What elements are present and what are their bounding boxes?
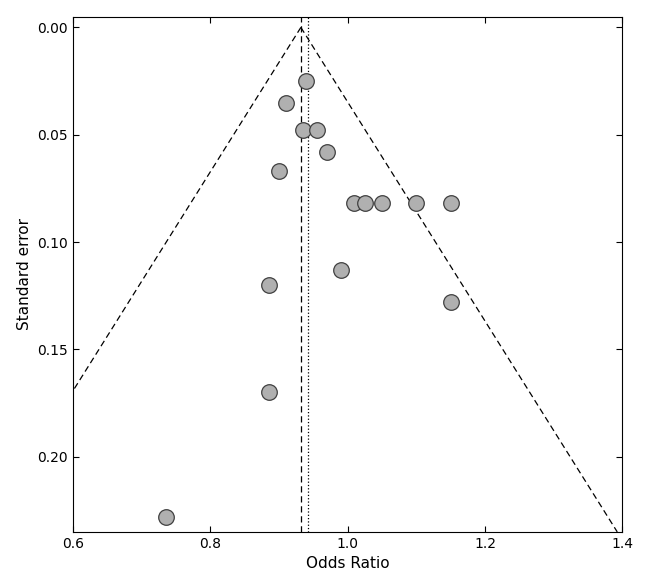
X-axis label: Odds Ratio: Odds Ratio xyxy=(306,556,389,572)
Point xyxy=(377,199,387,208)
Point xyxy=(263,387,274,397)
Point xyxy=(281,98,291,107)
Point xyxy=(263,280,274,290)
Point xyxy=(274,166,284,176)
Point xyxy=(322,147,332,156)
Point xyxy=(411,199,421,208)
Point xyxy=(298,126,308,135)
Y-axis label: Standard error: Standard error xyxy=(17,218,32,330)
Point xyxy=(301,76,311,86)
Point xyxy=(359,199,370,208)
Point xyxy=(349,199,359,208)
Point xyxy=(445,199,456,208)
Point xyxy=(335,265,346,275)
Point xyxy=(445,298,456,307)
Point xyxy=(161,512,171,522)
Point xyxy=(311,126,322,135)
